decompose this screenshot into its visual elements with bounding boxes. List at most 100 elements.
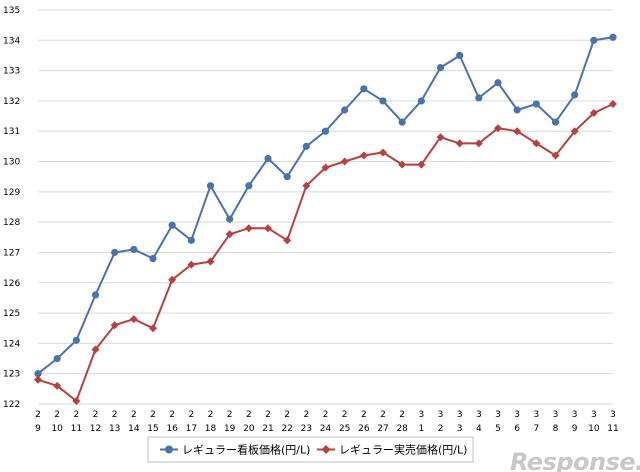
data-point [589, 109, 598, 118]
x-tick-label-top: 2 [303, 410, 309, 420]
y-tick-label: 122 [3, 400, 20, 410]
legend-box [147, 436, 474, 463]
data-point [283, 173, 291, 181]
x-tick-label-bottom: 14 [128, 424, 140, 434]
data-point [226, 215, 234, 223]
data-point [53, 354, 61, 363]
data-point [551, 118, 560, 126]
x-tick-label-bottom: 1 [418, 424, 424, 434]
y-tick-label: 129 [3, 188, 20, 198]
x-tick-label-bottom: 7 [533, 424, 539, 434]
data-point [111, 248, 119, 257]
x-tick-label-top: 3 [438, 410, 444, 420]
x-tick-label-bottom: 9 [35, 424, 41, 434]
data-point [264, 154, 272, 163]
x-tick-label-bottom: 4 [476, 424, 482, 434]
data-point [206, 257, 215, 266]
series-layer [34, 33, 617, 405]
y-tick-label: 131 [3, 127, 20, 137]
x-tick-label-top: 2 [342, 410, 348, 420]
data-point [53, 381, 62, 390]
data-point [513, 106, 521, 114]
data-point [494, 124, 502, 133]
x-tick-label-bottom: 12 [90, 424, 101, 434]
x-tick-label-bottom: 11 [71, 424, 82, 434]
x-tick-label-top: 2 [265, 410, 271, 420]
x-tick-label-bottom: 22 [281, 424, 292, 434]
x-tick-label-bottom: 9 [572, 424, 578, 434]
x-tick-label-bottom: 8 [553, 424, 559, 434]
data-point [436, 133, 445, 142]
data-point [571, 91, 579, 99]
x-tick-label-top: 2 [380, 410, 386, 420]
x-tick-label-top: 2 [35, 410, 41, 420]
data-point [321, 163, 330, 172]
x-tick-label-top: 2 [361, 410, 367, 420]
data-point [302, 142, 310, 150]
data-point [417, 97, 425, 105]
x-tick-label-top: 2 [246, 410, 252, 420]
x-tick-label-top: 3 [514, 410, 520, 420]
data-point [130, 245, 138, 254]
data-point [609, 99, 617, 108]
data-point [34, 370, 42, 378]
data-point [532, 100, 540, 108]
y-tick-label: 130 [3, 158, 20, 168]
data-point [321, 127, 330, 135]
x-tick-label-top: 2 [323, 410, 329, 420]
data-point [168, 221, 176, 229]
x-tick-label-top: 2 [208, 410, 214, 420]
legend: レギュラー看板価格(円/L) レギュラー実売価格(円/L) [147, 436, 474, 463]
data-point [72, 336, 80, 344]
data-point [609, 33, 617, 41]
data-point [398, 118, 406, 126]
data-point [91, 291, 100, 299]
gridlines [38, 9, 613, 405]
x-tick-label-bottom: 3 [457, 424, 463, 434]
data-point [149, 324, 157, 333]
y-tick-label: 135 [3, 6, 20, 16]
data-point [379, 97, 387, 105]
x-tick-label-top: 3 [591, 410, 597, 420]
data-point [590, 36, 598, 44]
data-point [168, 275, 177, 284]
y-tick-label: 126 [3, 279, 20, 289]
y-tick-label: 123 [3, 370, 20, 380]
x-tick-label-top: 2 [284, 410, 290, 420]
x-tick-label-top: 2 [150, 410, 156, 420]
x-tick-label-bottom: 2 [438, 424, 444, 434]
data-point [187, 236, 195, 244]
data-point [513, 127, 522, 136]
data-point [72, 396, 81, 405]
x-tick-label-bottom: 17 [186, 424, 197, 434]
data-point [532, 139, 541, 148]
x-tick-label-top: 3 [495, 410, 501, 420]
x-tick-label-top: 2 [73, 410, 79, 420]
x-tick-label-bottom: 26 [358, 424, 370, 434]
data-point [398, 160, 407, 169]
x-tick-label-bottom: 15 [147, 424, 158, 434]
data-point [91, 345, 100, 354]
x-tick-label-top: 3 [418, 410, 424, 420]
x-tick-label-top: 2 [169, 410, 175, 420]
data-point [475, 94, 483, 102]
data-point [206, 182, 215, 190]
data-point [570, 127, 579, 136]
x-tick-label-bottom: 21 [262, 424, 273, 434]
y-tick-label: 127 [3, 248, 20, 258]
x-tick-label-top: 3 [572, 410, 578, 420]
data-point [187, 260, 196, 269]
watermark-logo: Response. [510, 448, 640, 472]
x-tick-label-bottom: 16 [166, 424, 178, 434]
y-tick-label: 134 [3, 36, 20, 46]
x-tick-label-top: 3 [553, 410, 559, 420]
data-point [225, 230, 234, 239]
x-tick-label-bottom: 24 [320, 424, 332, 434]
data-point [110, 321, 119, 330]
data-point [359, 151, 368, 160]
series-line-1 [37, 36, 614, 375]
legend-marker-1 [165, 445, 173, 454]
legend-marker-2 [321, 445, 331, 454]
data-point [551, 151, 560, 160]
